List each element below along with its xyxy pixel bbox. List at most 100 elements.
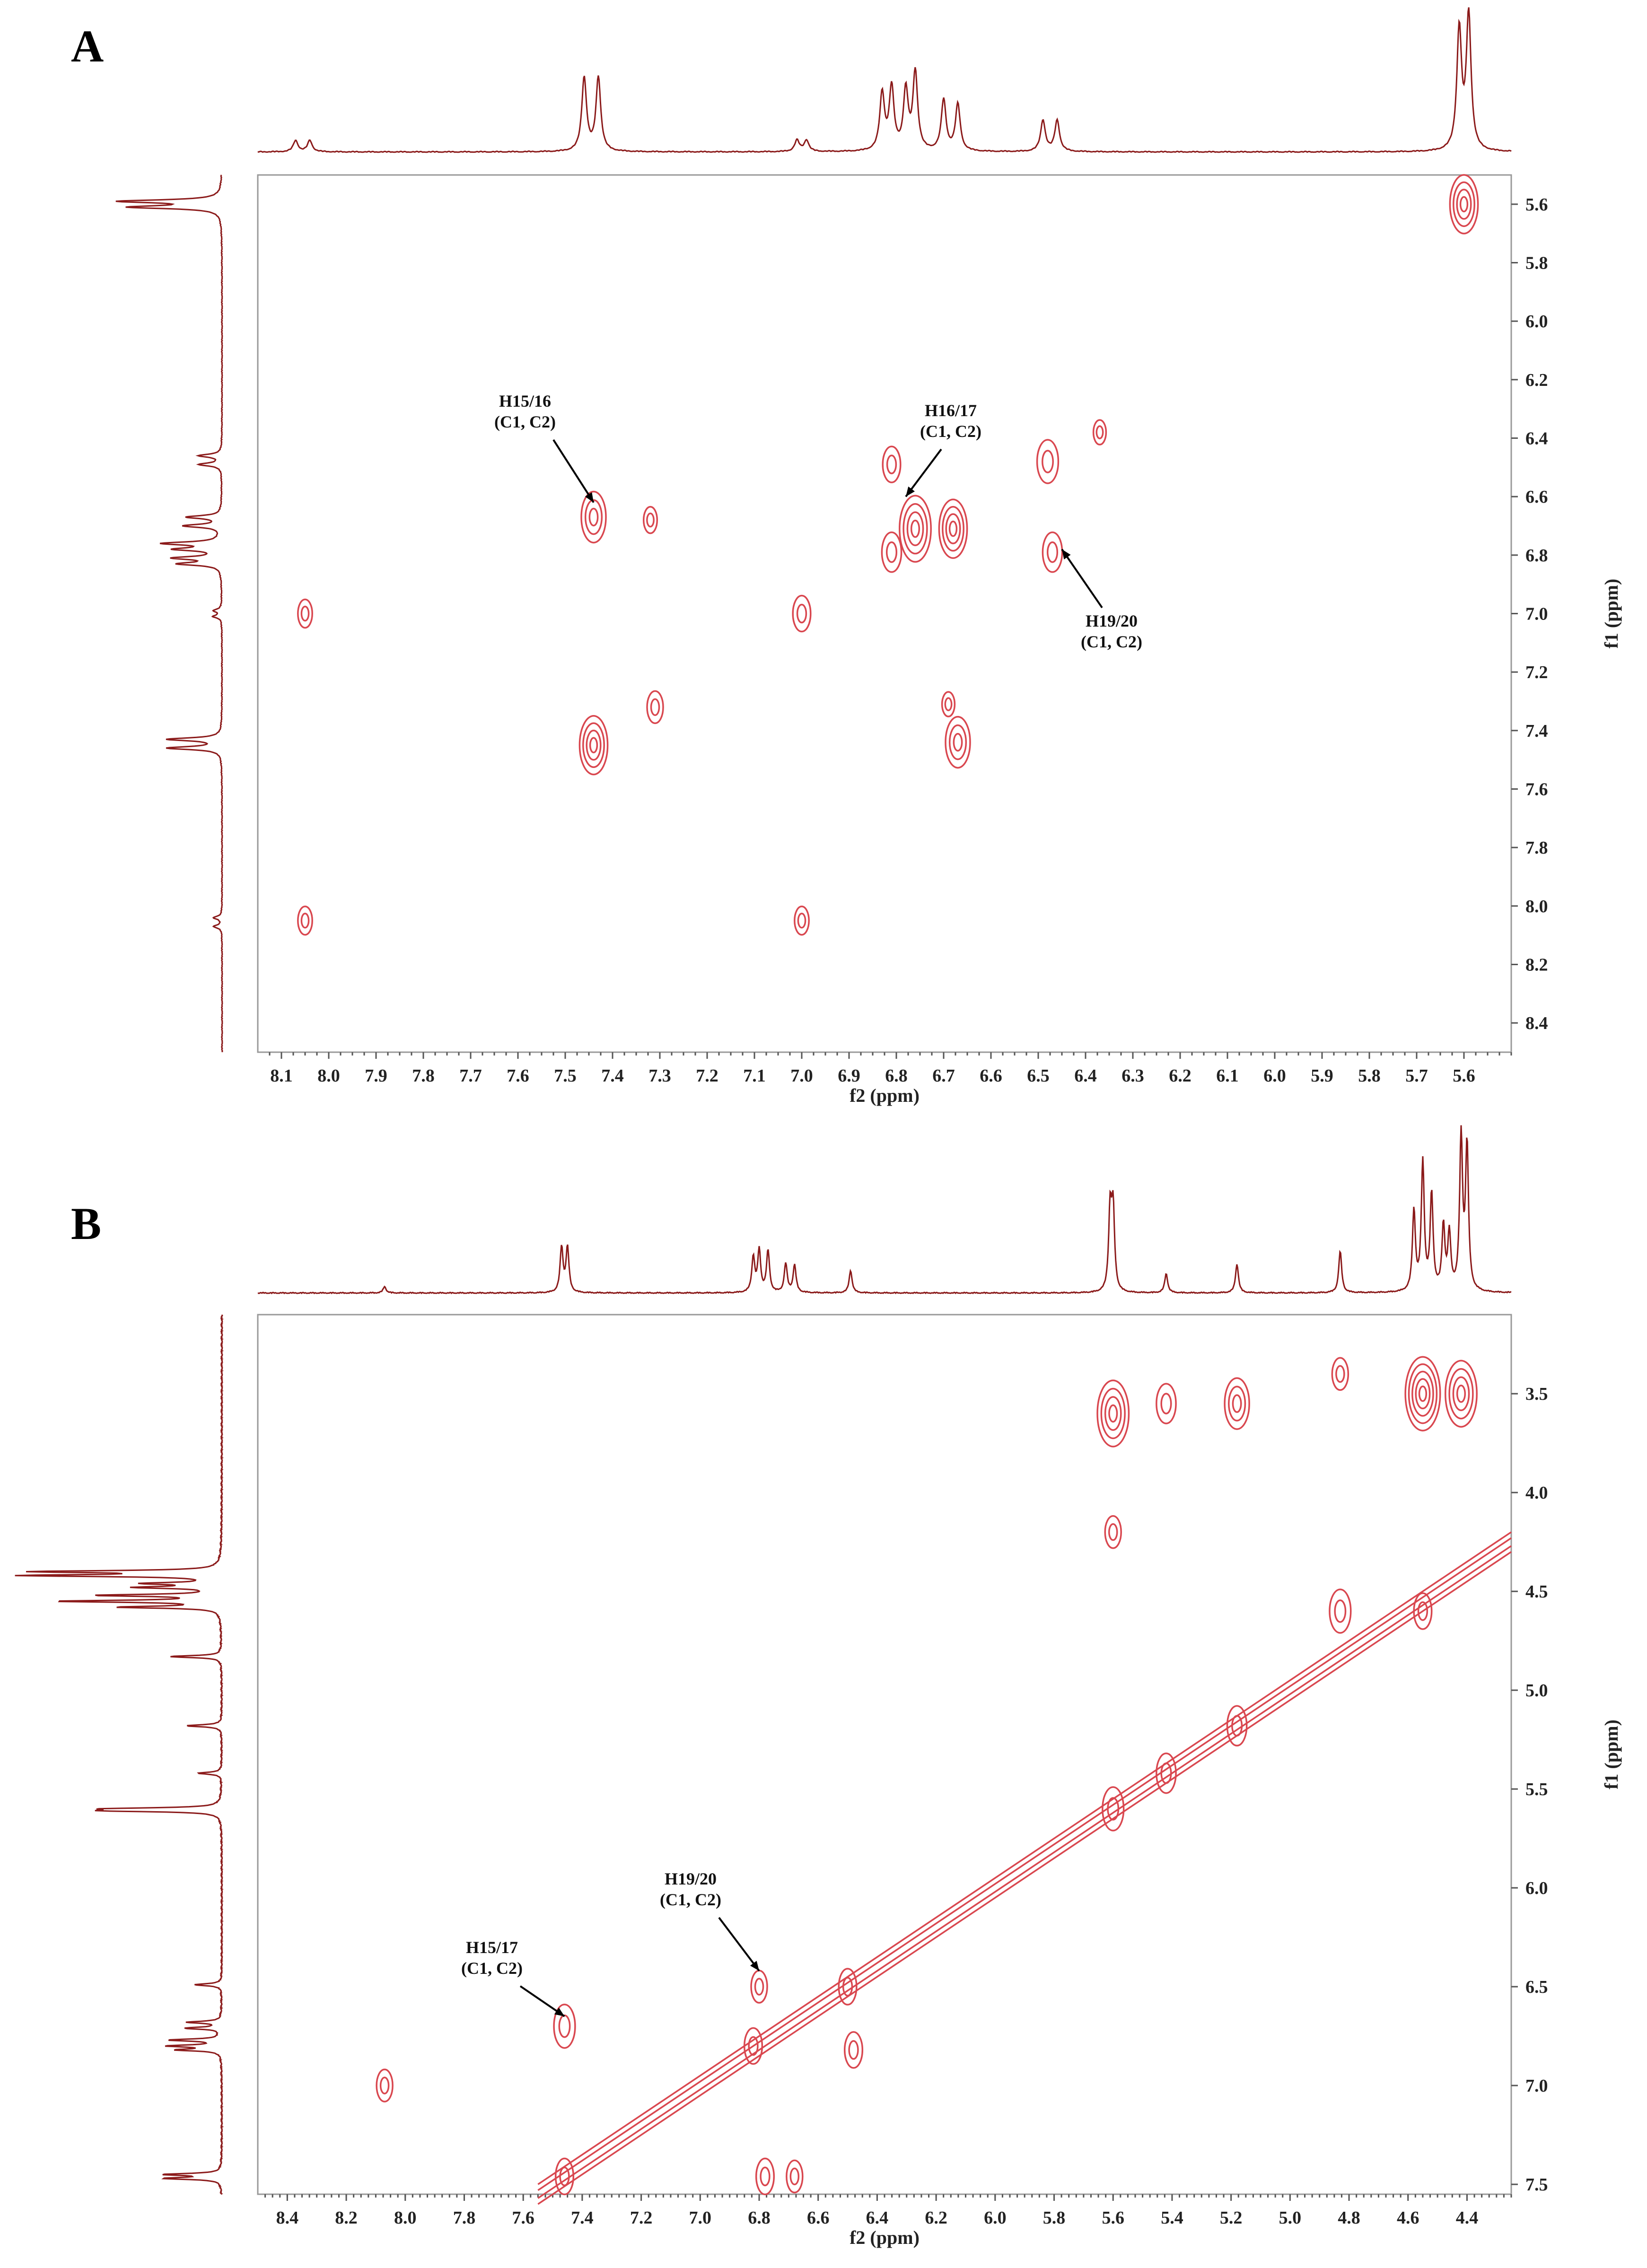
panel-b-contour-ring — [789, 2167, 800, 2186]
panel-a-x-tick-label: 6.7 — [932, 1066, 955, 1086]
panel-a-letter: A — [71, 21, 104, 71]
panel-b-x-tick-label: 6.6 — [807, 2208, 830, 2228]
panel-b-annotation-arrow — [718, 1917, 760, 1971]
panel-a-contour-ring — [1036, 439, 1060, 484]
panel-a-contour-ring — [1092, 419, 1107, 445]
panel-b-contour-ring — [1329, 1588, 1352, 1634]
panel-b-contour-ring — [786, 2159, 804, 2194]
panel-a-contour-ring — [948, 520, 958, 537]
panel-a-contour-ring — [650, 698, 660, 716]
panel-b-x-tick-label: 6.2 — [925, 2208, 947, 2228]
panel-b-contour-ring — [848, 2040, 859, 2060]
panel-b-contour-ring — [559, 2166, 570, 2187]
panel-a-contour-ring — [797, 913, 806, 929]
panel-b-contour-ring — [1107, 1797, 1120, 1821]
panel-b-contour-ring — [1452, 1376, 1470, 1411]
panel-a-cross-peak — [297, 598, 313, 629]
panel-a-x-tick-label: 5.6 — [1453, 1066, 1475, 1086]
panel-b-x-tick-label: 6.4 — [866, 2208, 889, 2228]
panel-b-diagonal-contour — [537, 1551, 1512, 2205]
panel-a-cross-peak — [1449, 174, 1479, 235]
panel-a-cross-peak — [1092, 419, 1107, 445]
panel-a-contour-ring — [953, 733, 963, 752]
panel-b-x-tick-label: 5.8 — [1043, 2208, 1066, 2228]
panel-a-contour-ring — [300, 913, 310, 929]
panel-a-contour-ring — [1459, 196, 1469, 213]
panel-b-y-tick-label: 5.5 — [1525, 1780, 1548, 1799]
panel-b-x-tick-label: 4.6 — [1397, 2208, 1419, 2228]
panel-a-cross-peak — [792, 594, 812, 633]
panel-b-cross-peak — [554, 2157, 575, 2196]
panel-b-contour-ring — [1102, 1786, 1125, 1832]
panel-a-x-tick-label: 6.1 — [1216, 1066, 1239, 1086]
panel-a-x-tick-label: 6.0 — [1263, 1066, 1286, 1086]
panel-a-y-tick-label: 7.4 — [1525, 721, 1548, 741]
panel-a-cross-peak — [882, 445, 902, 483]
panel-a-cross-peak — [1036, 439, 1060, 484]
panel-a-x-tick-label: 6.5 — [1027, 1066, 1050, 1086]
panel-a-y-tick-label: 8.4 — [1525, 1013, 1548, 1033]
panel-b-contour-ring — [842, 1977, 853, 1997]
panel-b-contour-ring — [1228, 1386, 1246, 1422]
panel-a-y-tick-label: 8.2 — [1525, 955, 1548, 975]
panel-b-x-tick-label: 5.0 — [1279, 2208, 1302, 2228]
panel-a-annotation-arrow — [905, 448, 942, 497]
panel-b-y-tick-label: 4.5 — [1525, 1582, 1548, 1602]
panel-a-x-tick-label: 6.3 — [1121, 1066, 1144, 1086]
panel-b-x-tick-label: 4.8 — [1338, 2208, 1360, 2228]
panel-a-contour-ring — [646, 512, 655, 528]
panel-b-x-tick-label: 5.4 — [1161, 2208, 1183, 2228]
panel-a-contour-ring — [902, 503, 928, 555]
panel-b-contour-ring — [1231, 1715, 1243, 1737]
panel-b-contour-ring — [1108, 1404, 1118, 1423]
panel-b-cross-peak — [376, 2068, 394, 2102]
panel-b-y-tick-label: 6.0 — [1525, 1878, 1548, 1898]
panel-b-annotation-label: H19/20 — [665, 1869, 717, 1888]
panel-b-contour-ring — [1335, 1365, 1345, 1383]
panel-b-contour-ring — [1404, 1356, 1441, 1431]
panel-a-x-tick-label: 6.9 — [838, 1066, 860, 1086]
panel-b-contour-ring — [1415, 1378, 1431, 1410]
panel-b-x-tick-label: 7.4 — [571, 2208, 594, 2228]
panel-b-x-tick-label: 7.2 — [630, 2208, 653, 2228]
panel-b-x-tick-label: 7.8 — [453, 2208, 476, 2228]
panel-a-cross-peak — [899, 495, 932, 563]
panel-a-y-tick-label: 5.6 — [1525, 195, 1548, 215]
panel-a-contour-ring — [642, 506, 658, 534]
panel-b-annotation: H19/20 (C1, C2) — [660, 1869, 760, 1971]
panel-a-contour-ring — [580, 490, 607, 544]
panel-b-contour-ring — [1417, 1601, 1428, 1621]
panel-b-annotation-sublabel: (C1, C2) — [461, 1959, 523, 1978]
panel-a-contour-ring — [582, 722, 605, 768]
panel-a-contour-ring — [1449, 174, 1479, 235]
panel-b-contour-ring — [558, 2014, 571, 2038]
panel-b-y-tick-label: 6.5 — [1525, 1977, 1548, 1997]
panel-a-cross-peak — [578, 715, 609, 776]
panel-b-x-tick-label: 8.0 — [394, 2208, 417, 2228]
panel-a-annotation-sublabel: (C1, C2) — [494, 412, 556, 431]
panel-a-x-tick-label: 7.6 — [507, 1066, 529, 1086]
panel-a-contour-ring — [297, 598, 313, 629]
panel-b-contour-ring — [1226, 1705, 1248, 1747]
panel-a-x-tick-label: 5.8 — [1358, 1066, 1381, 1086]
panel-a-x-tick-label: 7.3 — [648, 1066, 671, 1086]
panel-a-contour-ring — [882, 445, 902, 483]
panel-b-cross-peak — [743, 2027, 763, 2065]
panel-b-contour-ring — [743, 2027, 763, 2065]
panel-b-annotation-arrowhead — [554, 2007, 565, 2016]
panel-b-y-tick-label: 3.5 — [1525, 1384, 1548, 1404]
panel-a-contour-ring — [1456, 189, 1472, 220]
panel-a-contour-ring — [297, 906, 313, 936]
panel-b-x-tick-label: 6.0 — [984, 2208, 1007, 2228]
panel-a-cross-peak — [297, 906, 313, 936]
panel-a-cross-peak — [794, 906, 810, 936]
panel-a-annotation: H19/20 (C1, C2) — [1061, 549, 1142, 651]
panel-a-annotation: H16/17 (C1, C2) — [905, 401, 981, 497]
panel-b-cross-peak — [1226, 1705, 1248, 1747]
panel-a-contour-ring — [941, 691, 956, 717]
panel-a-y-tick-label: 7.8 — [1525, 838, 1548, 858]
panel-a-annotation-label: H15/16 — [499, 392, 551, 410]
panel-a-annotation-arrowhead — [585, 492, 594, 503]
panel-a-contour-ring — [906, 511, 924, 546]
panel-b-contour-ring — [748, 2036, 759, 2056]
